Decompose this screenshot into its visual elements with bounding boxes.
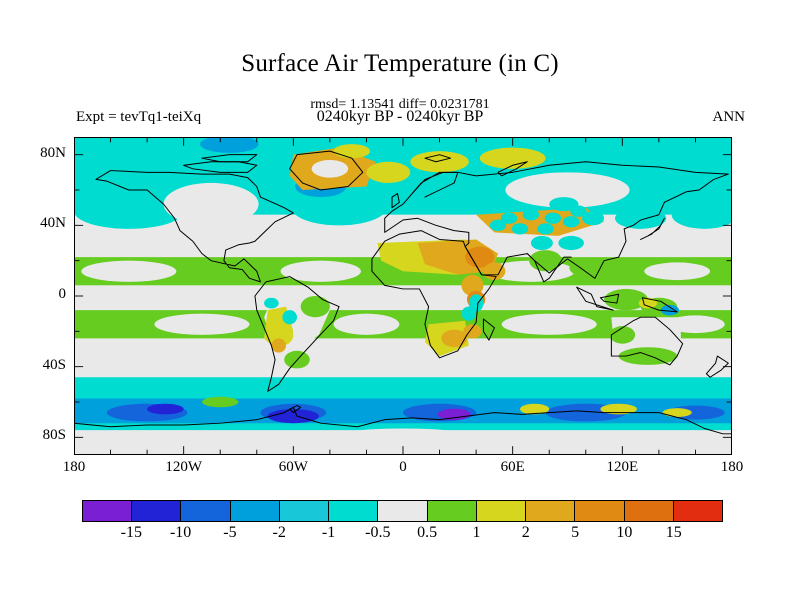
y-axis-tick-label: 80S — [42, 427, 66, 444]
x-axis-tick-label: 180 — [62, 459, 86, 475]
colorbar-tick-label: -1 — [321, 524, 336, 541]
page-title: Surface Air Temperature (in C) — [241, 50, 559, 77]
colorbar-band — [230, 501, 280, 521]
colorbar-band — [427, 501, 477, 521]
season-label: ANN — [712, 109, 746, 125]
colorbar-tick-label: 10 — [616, 524, 633, 541]
colorbar-band — [378, 501, 428, 521]
colorbar-band — [624, 501, 674, 521]
x-axis-tick-label: 0 — [399, 459, 407, 475]
x-axis-tick-label: 60W — [278, 459, 308, 475]
colorbar-tick-label: 2 — [521, 524, 530, 541]
colorbar — [82, 500, 723, 522]
colorbar-tick-label: 0.5 — [417, 524, 438, 541]
colorbar-band — [329, 501, 379, 521]
x-axis-tick-label: 180 — [720, 459, 744, 475]
experiment-label: Expt = tevTq1-teiXq — [76, 109, 202, 125]
y-axis-tick-label: 40N — [40, 215, 66, 232]
colorbar-tick-label: -5 — [223, 524, 237, 541]
colorbar-band — [526, 501, 576, 521]
colorbar-tick-label: -15 — [120, 524, 142, 541]
colorbar-tick-label: -2 — [272, 524, 286, 541]
y-axis-tick-label: 0 — [58, 286, 67, 302]
x-axis-tick-label: 120W — [165, 459, 202, 475]
x-axis-tick-label: 60E — [500, 459, 525, 475]
colorbar-tick-label: 5 — [571, 524, 580, 541]
anomaly-map — [74, 137, 732, 455]
colorbar-tick-label: -0.5 — [365, 524, 391, 541]
colorbar-band — [181, 501, 231, 521]
y-axis-tick-label: 40S — [42, 356, 66, 373]
colorbar-band — [132, 501, 182, 521]
y-axis-tick-label: 80N — [40, 144, 66, 161]
colorbar-band — [279, 501, 330, 521]
colorbar-band — [476, 501, 527, 521]
colorbar-tick-label: -10 — [169, 524, 192, 541]
colorbar-band — [575, 501, 625, 521]
x-axis-tick-label: 120E — [606, 459, 639, 475]
period-annotation: 0240kyr BP - 0240kyr BP — [316, 108, 484, 125]
colorbar-band — [83, 501, 133, 521]
colorbar-tick-label: 15 — [665, 524, 682, 541]
colorbar-tick-label: 1 — [472, 524, 481, 541]
stats-annotation: rmsd= 1.13541 diff= 0.0231781 — [310, 97, 490, 112]
map-plot-area — [74, 137, 732, 455]
colorbar-band — [673, 501, 723, 521]
